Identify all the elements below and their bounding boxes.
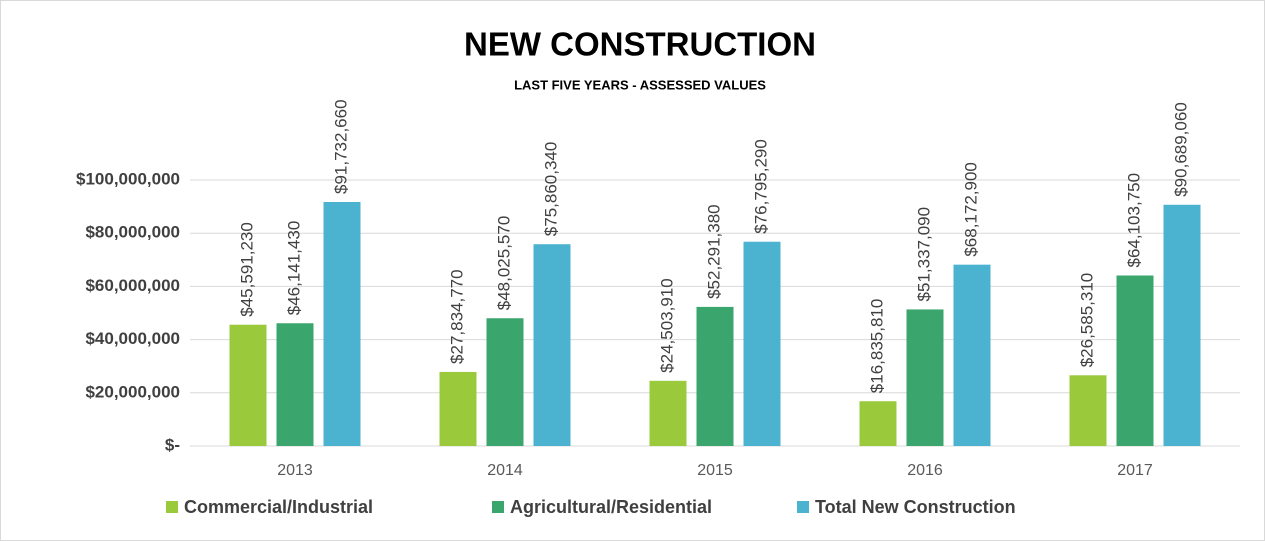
value-label: $90,689,060 — [1171, 102, 1190, 197]
bar — [1163, 204, 1201, 446]
bar — [743, 241, 781, 446]
bar — [649, 380, 687, 446]
value-label: $45,591,230 — [237, 222, 256, 317]
value-label: $64,103,750 — [1124, 173, 1143, 268]
y-tick-label: $60,000,000 — [85, 276, 180, 295]
legend-label: Total New Construction — [815, 497, 1016, 517]
bar — [696, 306, 734, 446]
value-label: $48,025,570 — [494, 216, 513, 311]
value-label: $46,141,430 — [284, 221, 303, 316]
y-tick-label: $80,000,000 — [85, 223, 180, 242]
legend-label: Commercial/Industrial — [184, 497, 373, 517]
bar — [439, 371, 477, 446]
value-label: $26,585,310 — [1077, 273, 1096, 368]
x-tick-label: 2014 — [487, 462, 523, 479]
y-tick-label: $- — [165, 435, 180, 454]
value-label: $24,503,910 — [657, 278, 676, 373]
x-tick-label: 2017 — [1117, 462, 1153, 479]
y-tick-label: $100,000,000 — [76, 169, 180, 188]
x-tick-label: 2016 — [907, 462, 943, 479]
bar — [533, 244, 571, 446]
bar — [1069, 375, 1107, 446]
x-tick-label: 2013 — [277, 462, 313, 479]
y-tick-label: $40,000,000 — [85, 329, 180, 348]
value-label: $51,337,090 — [914, 207, 933, 302]
value-label: $52,291,380 — [704, 204, 723, 299]
bar — [859, 401, 897, 446]
value-label: $75,860,340 — [541, 142, 560, 237]
legend-swatch — [797, 501, 809, 513]
value-label: $91,732,660 — [331, 99, 350, 194]
value-label: $76,795,290 — [751, 139, 770, 234]
bar — [953, 264, 991, 446]
value-label: $68,172,900 — [961, 162, 980, 257]
bar — [323, 201, 361, 446]
bar — [229, 324, 267, 446]
legend-swatch — [492, 501, 504, 513]
x-tick-label: 2015 — [697, 462, 733, 479]
value-label: $16,835,810 — [867, 299, 886, 394]
legend-label: Agricultural/Residential — [510, 497, 712, 517]
y-tick-label: $20,000,000 — [85, 382, 180, 401]
bar — [1116, 275, 1154, 446]
chart-subtitle: LAST FIVE YEARS - ASSESSED VALUES — [514, 77, 766, 92]
bar — [906, 309, 944, 446]
bar — [276, 323, 314, 446]
chart-title: NEW CONSTRUCTION — [464, 26, 816, 63]
legend-swatch — [166, 501, 178, 513]
value-label: $27,834,770 — [447, 269, 466, 364]
bar — [486, 318, 524, 446]
